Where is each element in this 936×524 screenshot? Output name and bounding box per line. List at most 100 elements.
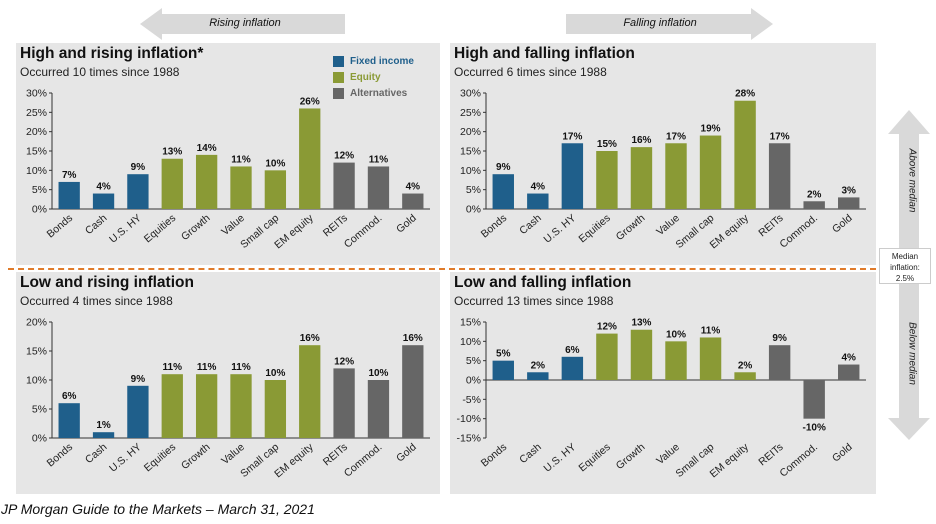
x-tick-label: Commod. (342, 441, 385, 479)
y-tick-label: 0% (466, 204, 481, 216)
x-tick-label: EM equity (272, 212, 316, 252)
rising-inflation-label: Rising inflation (209, 17, 281, 29)
bar (561, 143, 584, 209)
x-tick-label: Cash (517, 441, 544, 466)
y-tick-label: 5% (32, 184, 47, 196)
data-label: 10% (265, 368, 285, 379)
data-label: 17% (770, 131, 790, 142)
y-tick-label: 0% (32, 204, 47, 216)
bar (561, 356, 584, 380)
bar (195, 154, 218, 209)
x-tick-label: Growth (614, 212, 648, 243)
panel-subtitle: Occurred 4 times since 1988 (20, 294, 173, 308)
source-caption: JP Morgan Guide to the Markets – March 3… (1, 501, 315, 517)
x-tick-label: Growth (614, 441, 648, 472)
data-label: 6% (62, 391, 77, 402)
bar (768, 143, 791, 209)
bar (161, 158, 183, 209)
median-line3: 2.5% (895, 274, 915, 283)
x-tick-label: Commod. (342, 212, 385, 250)
panel-title: Low and falling inflation (454, 274, 632, 291)
y-tick-label: 5% (466, 184, 481, 196)
y-tick-label: -15% (456, 433, 481, 445)
bar-chart: 20% 15% 10% 5% 0% 6% Bonds 1% Cash 9% U.S. HY 11% Eq… (26, 317, 430, 481)
x-tick-label: Bonds (479, 212, 510, 240)
data-label: 2% (531, 360, 546, 371)
legend: Fixed income Equity Alternatives (333, 53, 414, 101)
data-label: 12% (334, 356, 354, 367)
data-label: 1% (96, 420, 111, 431)
y-tick-label: 10% (460, 165, 481, 177)
median-line1: Median (891, 252, 919, 261)
bar (195, 374, 218, 438)
y-tick-label: 0% (466, 375, 481, 387)
x-tick-label: Gold (830, 212, 855, 236)
x-tick-label: Growth (179, 212, 213, 243)
bar (768, 345, 791, 380)
bar (699, 337, 722, 380)
data-label: 16% (631, 135, 651, 146)
x-tick-label: Commod. (778, 441, 821, 479)
bar (527, 193, 549, 209)
data-label: 12% (334, 151, 354, 162)
y-tick-label: 5% (466, 355, 481, 367)
x-tick-label: U.S. HY (542, 212, 579, 246)
x-tick-label: EM equity (272, 441, 316, 481)
bar (838, 364, 860, 380)
x-tick-label: Cash (517, 212, 544, 237)
bar (299, 108, 321, 209)
legend-swatch (333, 55, 344, 67)
bar (803, 380, 825, 419)
y-tick-label: -10% (456, 413, 481, 425)
bar-chart: 30% 25% 20% 15% 10% 5% 0% 9% Bonds 4% Cash 17% U.S. … (460, 88, 866, 251)
data-label: 10% (666, 329, 686, 340)
data-label: 11% (197, 362, 217, 373)
data-label: 4% (531, 182, 546, 193)
bar (596, 151, 618, 209)
legend-item-alternatives: Alternatives (333, 85, 414, 101)
x-tick-label: REITs (756, 441, 785, 468)
x-tick-label: Equities (577, 441, 613, 474)
data-label: 4% (406, 182, 421, 193)
y-tick-label: 10% (26, 375, 47, 387)
x-tick-label: Bonds (479, 441, 510, 469)
y-tick-label: 15% (460, 146, 481, 158)
x-tick-label: Equities (142, 441, 178, 474)
bar (367, 380, 390, 438)
data-label: 19% (701, 124, 721, 135)
x-tick-label: U.S. HY (107, 441, 144, 475)
x-tick-label: REITs (756, 212, 785, 239)
bar (367, 166, 390, 209)
x-tick-label: Value (654, 212, 682, 238)
data-label: 10% (368, 368, 388, 379)
bar (402, 193, 424, 209)
data-label: 9% (131, 374, 146, 385)
panel-subtitle: Occurred 13 times since 1988 (454, 294, 614, 308)
x-tick-label: U.S. HY (542, 441, 579, 475)
data-label: 16% (300, 333, 320, 344)
data-label: 5% (496, 349, 511, 360)
bar (92, 432, 115, 438)
data-label: 11% (701, 325, 721, 336)
bar (734, 372, 756, 380)
data-label: 11% (231, 154, 251, 165)
bar (92, 193, 115, 209)
bar (333, 162, 355, 209)
data-label: 16% (403, 333, 423, 344)
x-tick-label: Gold (830, 441, 855, 465)
bar (58, 403, 80, 438)
rising-inflation-arrow (140, 8, 345, 40)
x-tick-label: Gold (394, 441, 419, 465)
bar-chart: 15% 10% 5% 0% -5% -10% -15% 5% Bonds 2% Cash 6% U.S.… (456, 317, 866, 480)
y-tick-label: 30% (460, 88, 481, 100)
data-label: 2% (738, 360, 753, 371)
bar (665, 341, 687, 380)
data-label: 11% (369, 154, 389, 165)
x-tick-label: Commod. (778, 212, 821, 250)
bar (230, 166, 252, 209)
x-tick-label: Equities (577, 212, 613, 245)
data-label: 13% (162, 147, 182, 158)
data-label: 28% (735, 89, 755, 100)
bar (527, 372, 549, 380)
x-tick-label: REITs (321, 441, 350, 468)
